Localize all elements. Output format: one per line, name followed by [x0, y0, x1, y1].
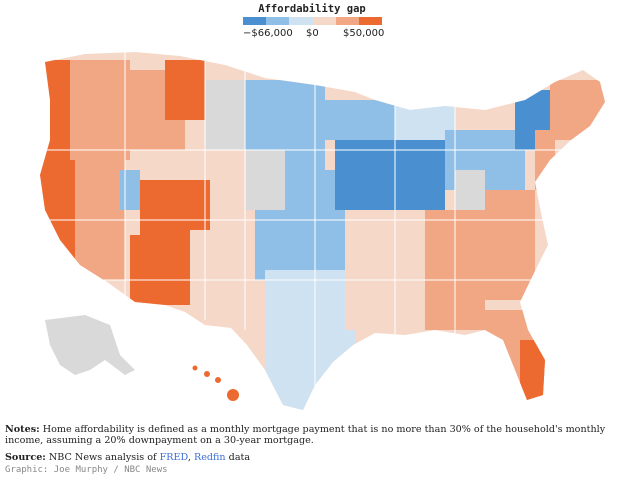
- legend-color-scale: [243, 17, 383, 25]
- region-nebraska-nodata: [245, 150, 285, 210]
- region-arizona: [130, 235, 190, 305]
- redfin-link[interactable]: Redfin: [193, 452, 226, 463]
- notes: Notes: Home affordability is defined as …: [5, 424, 617, 447]
- region-northwest: [70, 60, 130, 160]
- notes-text: Home affordability is defined as a month…: [5, 424, 606, 447]
- legend-swatch: [243, 17, 267, 25]
- legend-swatch: [358, 17, 383, 25]
- source-text: NBC News analysis of: [48, 452, 157, 463]
- fred-link[interactable]: FRED: [159, 452, 188, 463]
- state-borders: [40, 52, 605, 410]
- region-florida-south: [520, 340, 545, 400]
- legend-swatch: [289, 17, 313, 25]
- source-label: Source:: [5, 452, 46, 463]
- region-utah-west: [120, 170, 140, 210]
- notes-label: Notes:: [5, 424, 40, 435]
- alaska: [45, 315, 135, 375]
- source: Source: NBC News analysis of FRED, Redfi…: [5, 452, 251, 463]
- region-south-central: [345, 220, 425, 330]
- legend-label-min: −$66,000: [243, 28, 293, 39]
- legend-title: Affordability gap: [258, 3, 366, 15]
- hawaii: [192, 365, 239, 401]
- region-wyoming-nodata: [205, 80, 245, 150]
- region-minnesota: [315, 100, 395, 140]
- legend-label-zero: $0: [306, 28, 319, 39]
- region-new-england: [550, 80, 605, 140]
- source-text-after: data: [228, 452, 251, 463]
- region-new-mexico: [190, 230, 245, 325]
- legend-swatch: [312, 17, 336, 25]
- legend-labels: −$66,000 $0 $50,000: [243, 28, 385, 42]
- credit: Graphic: Joe Murphy / NBC News: [5, 465, 168, 475]
- legend-swatch: [335, 17, 359, 25]
- region-texas: [265, 270, 355, 410]
- region-pacific-coast: [40, 60, 75, 290]
- legend-label-max: $50,000: [343, 28, 385, 39]
- region-montana-west: [165, 60, 205, 120]
- legend-swatch: [266, 17, 290, 25]
- region-nevada: [75, 150, 125, 280]
- region-mid-atlantic: [535, 130, 555, 190]
- us-county-map[interactable]: [15, 40, 615, 415]
- region-west-virginia-nodata: [455, 170, 485, 210]
